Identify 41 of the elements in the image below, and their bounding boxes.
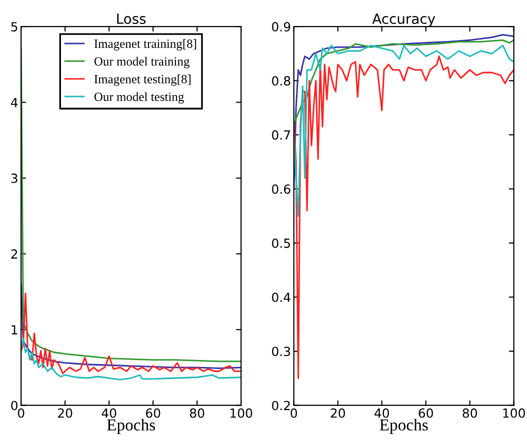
x-tick-label: 60 [146, 408, 160, 418]
y-tick-label: 0.2 [272, 400, 290, 410]
y-tick-label: 4 [10, 98, 18, 108]
x-tick-label: 60 [418, 408, 433, 418]
line-series [21, 292, 242, 374]
x-tick-label: 20 [330, 408, 345, 418]
y-tick-label: 5 [11, 22, 18, 32]
chart-title: Loss [117, 14, 146, 24]
line-series [294, 39, 514, 125]
y-tick-label: 1 [12, 325, 18, 334]
x-tick-label: 80 [190, 408, 204, 418]
line-series [294, 56, 514, 380]
x-axis-title: Epochs [380, 418, 428, 434]
y-tick-label: 2 [11, 249, 18, 259]
y-tick-label: 3 [11, 174, 18, 184]
legend-label: Imagenet training[8] [94, 39, 196, 51]
x-tick-label: 40 [102, 408, 116, 418]
y-tick-label: 0.8 [272, 76, 290, 86]
legend-label: Our model testing [94, 92, 184, 104]
y-tick-label: 0.4 [272, 292, 290, 302]
line-series [21, 283, 242, 369]
y-tick-label: 0.9 [272, 22, 290, 32]
x-tick-label: 100 [230, 408, 252, 418]
legend-label: Our model training [94, 56, 190, 68]
y-tick-label: 0.5 [272, 238, 290, 248]
x-axis-title: Epochs [107, 418, 155, 434]
x-tick-label: 20 [58, 408, 72, 418]
y-tick-label: 0 [11, 400, 18, 410]
y-tick-label: 0.6 [272, 184, 290, 194]
x-tick-label: 100 [503, 408, 525, 418]
x-tick-label: 0 [18, 408, 24, 418]
line-series [294, 44, 514, 217]
y-tick-label: 0.7 [272, 130, 290, 140]
legend-label: Imagenet testing[8] [94, 74, 191, 86]
x-tick-label: 0 [290, 408, 297, 418]
x-tick-label: 80 [462, 408, 477, 418]
x-tick-label: 40 [374, 408, 389, 418]
line-series [21, 48, 242, 362]
y-tick-label: 0.3 [272, 346, 290, 356]
chart-title: Accuracy [372, 14, 436, 27]
line-series [21, 338, 242, 380]
